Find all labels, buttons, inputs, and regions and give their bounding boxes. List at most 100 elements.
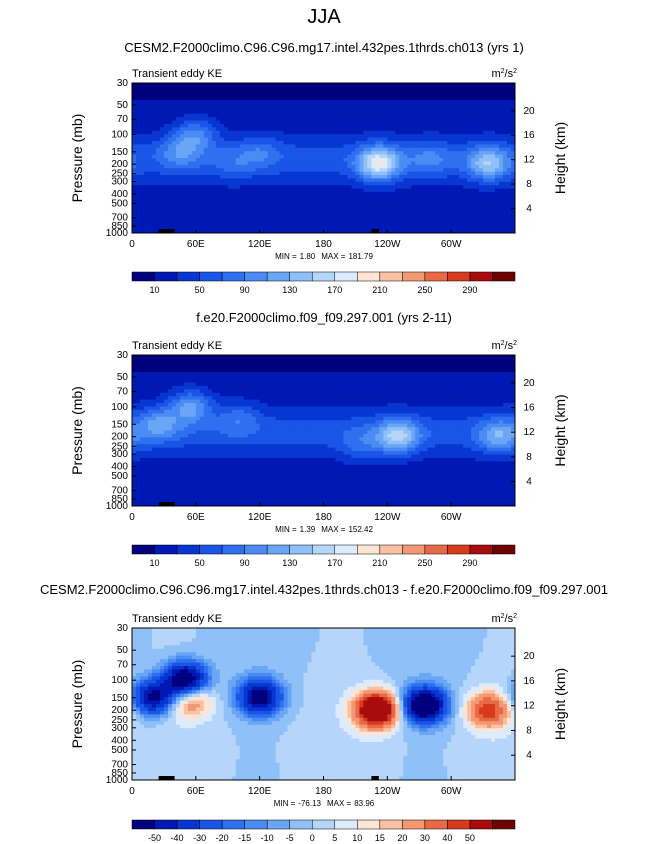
contour-cell: [487, 137, 492, 142]
contour-cell: [259, 192, 265, 197]
y-tick-label: 300: [111, 176, 128, 187]
contour-cell: [395, 110, 400, 115]
contour-cell: [363, 103, 368, 108]
contour-cell: [251, 229, 257, 233]
contour-cell: [231, 361, 237, 366]
contour-cell: [427, 161, 432, 166]
contour-cell: [303, 144, 309, 149]
contour-cell: [367, 175, 372, 180]
contour-cell: [195, 355, 201, 360]
contour-cell: [339, 368, 345, 373]
contour-cell: [263, 358, 269, 363]
contour-cell: [479, 103, 484, 108]
contour-cell: [135, 188, 141, 193]
contour-cell: [439, 181, 444, 186]
contour-cell: [383, 188, 388, 193]
contour-cell: [147, 130, 153, 135]
contour-cell: [203, 215, 209, 220]
contour-cell: [419, 151, 424, 156]
contour-cell: [283, 222, 289, 227]
contour-cell: [307, 110, 313, 115]
contour-cell: [135, 375, 141, 380]
contour-cell: [431, 117, 436, 122]
contour-cell: [271, 123, 277, 128]
contour-cell: [323, 171, 329, 176]
contour-cell: [167, 226, 173, 231]
contour-cell: [307, 375, 313, 380]
contour-cell: [291, 365, 297, 370]
contour-cell: [199, 103, 205, 108]
contour-cell: [239, 212, 245, 217]
contour-cell: [467, 171, 472, 176]
contour-cell: [323, 188, 329, 193]
contour-cell: [279, 161, 285, 166]
contour-cell: [247, 372, 253, 377]
contour-cell: [407, 100, 412, 105]
contour-cell: [199, 110, 205, 115]
contour-cell: [503, 89, 508, 94]
contour-cell: [255, 140, 261, 145]
contour-cell: [383, 372, 388, 377]
contour-cell: [135, 110, 141, 115]
contour-cell: [387, 209, 392, 214]
contour-cell: [447, 110, 452, 115]
contour-cell: [351, 158, 357, 163]
contour-cell: [479, 120, 484, 125]
contour-cell: [479, 123, 484, 128]
contour-cell: [491, 127, 496, 132]
contour-cell: [183, 100, 189, 105]
contour-cell: [471, 181, 476, 186]
contour-cell: [307, 154, 313, 159]
contour-cell: [467, 368, 472, 373]
contour-cell: [132, 185, 137, 190]
contour-cell: [359, 127, 364, 132]
contour-cell: [255, 93, 261, 98]
contour-cell: [411, 368, 416, 373]
contour-cell: [323, 96, 329, 101]
contour-cell: [331, 130, 337, 135]
contour-cell: [271, 120, 277, 125]
contour-cell: [231, 103, 237, 108]
contour-cell: [403, 222, 408, 227]
contour-cell: [163, 168, 169, 173]
contour-cell: [427, 89, 432, 94]
contour-cell: [203, 96, 209, 101]
contour-cell: [339, 93, 345, 98]
contour-cell: [283, 117, 289, 122]
contour-cell: [175, 188, 181, 193]
contour-cell: [171, 158, 177, 163]
contour-cell: [159, 368, 165, 373]
contour-cell: [295, 100, 301, 105]
contour-cell: [243, 144, 249, 149]
contour-cell: [303, 89, 309, 94]
contour-cell: [411, 181, 416, 186]
contour-cell: [151, 168, 157, 173]
contour-cell: [355, 375, 361, 380]
contour-cell: [155, 127, 161, 132]
contour-cell: [251, 117, 257, 122]
contour-cell: [191, 123, 197, 128]
contour-cell: [319, 365, 325, 370]
contour-cell: [391, 147, 396, 152]
contour-cell: [203, 226, 209, 231]
contour-cell: [431, 168, 436, 173]
contour-cell: [447, 147, 452, 152]
contour-cell: [183, 144, 189, 149]
contour-cell: [175, 375, 181, 380]
contour-cell: [307, 212, 313, 217]
contour-cell: [395, 164, 400, 169]
contour-cell: [179, 361, 185, 366]
contour-cell: [363, 192, 368, 197]
x-tick-label: 120W: [374, 239, 401, 250]
contour-cell: [379, 205, 384, 210]
contour-cell: [291, 103, 297, 108]
contour-cell: [275, 358, 281, 363]
contour-cell: [327, 361, 333, 366]
contour-cell: [479, 219, 484, 224]
y2-tick-label: 8: [526, 179, 532, 190]
contour-cell: [387, 144, 392, 149]
contour-cell: [203, 205, 209, 210]
contour-cell: [263, 113, 269, 118]
contour-cell: [267, 117, 273, 122]
contour-cell: [231, 164, 237, 169]
